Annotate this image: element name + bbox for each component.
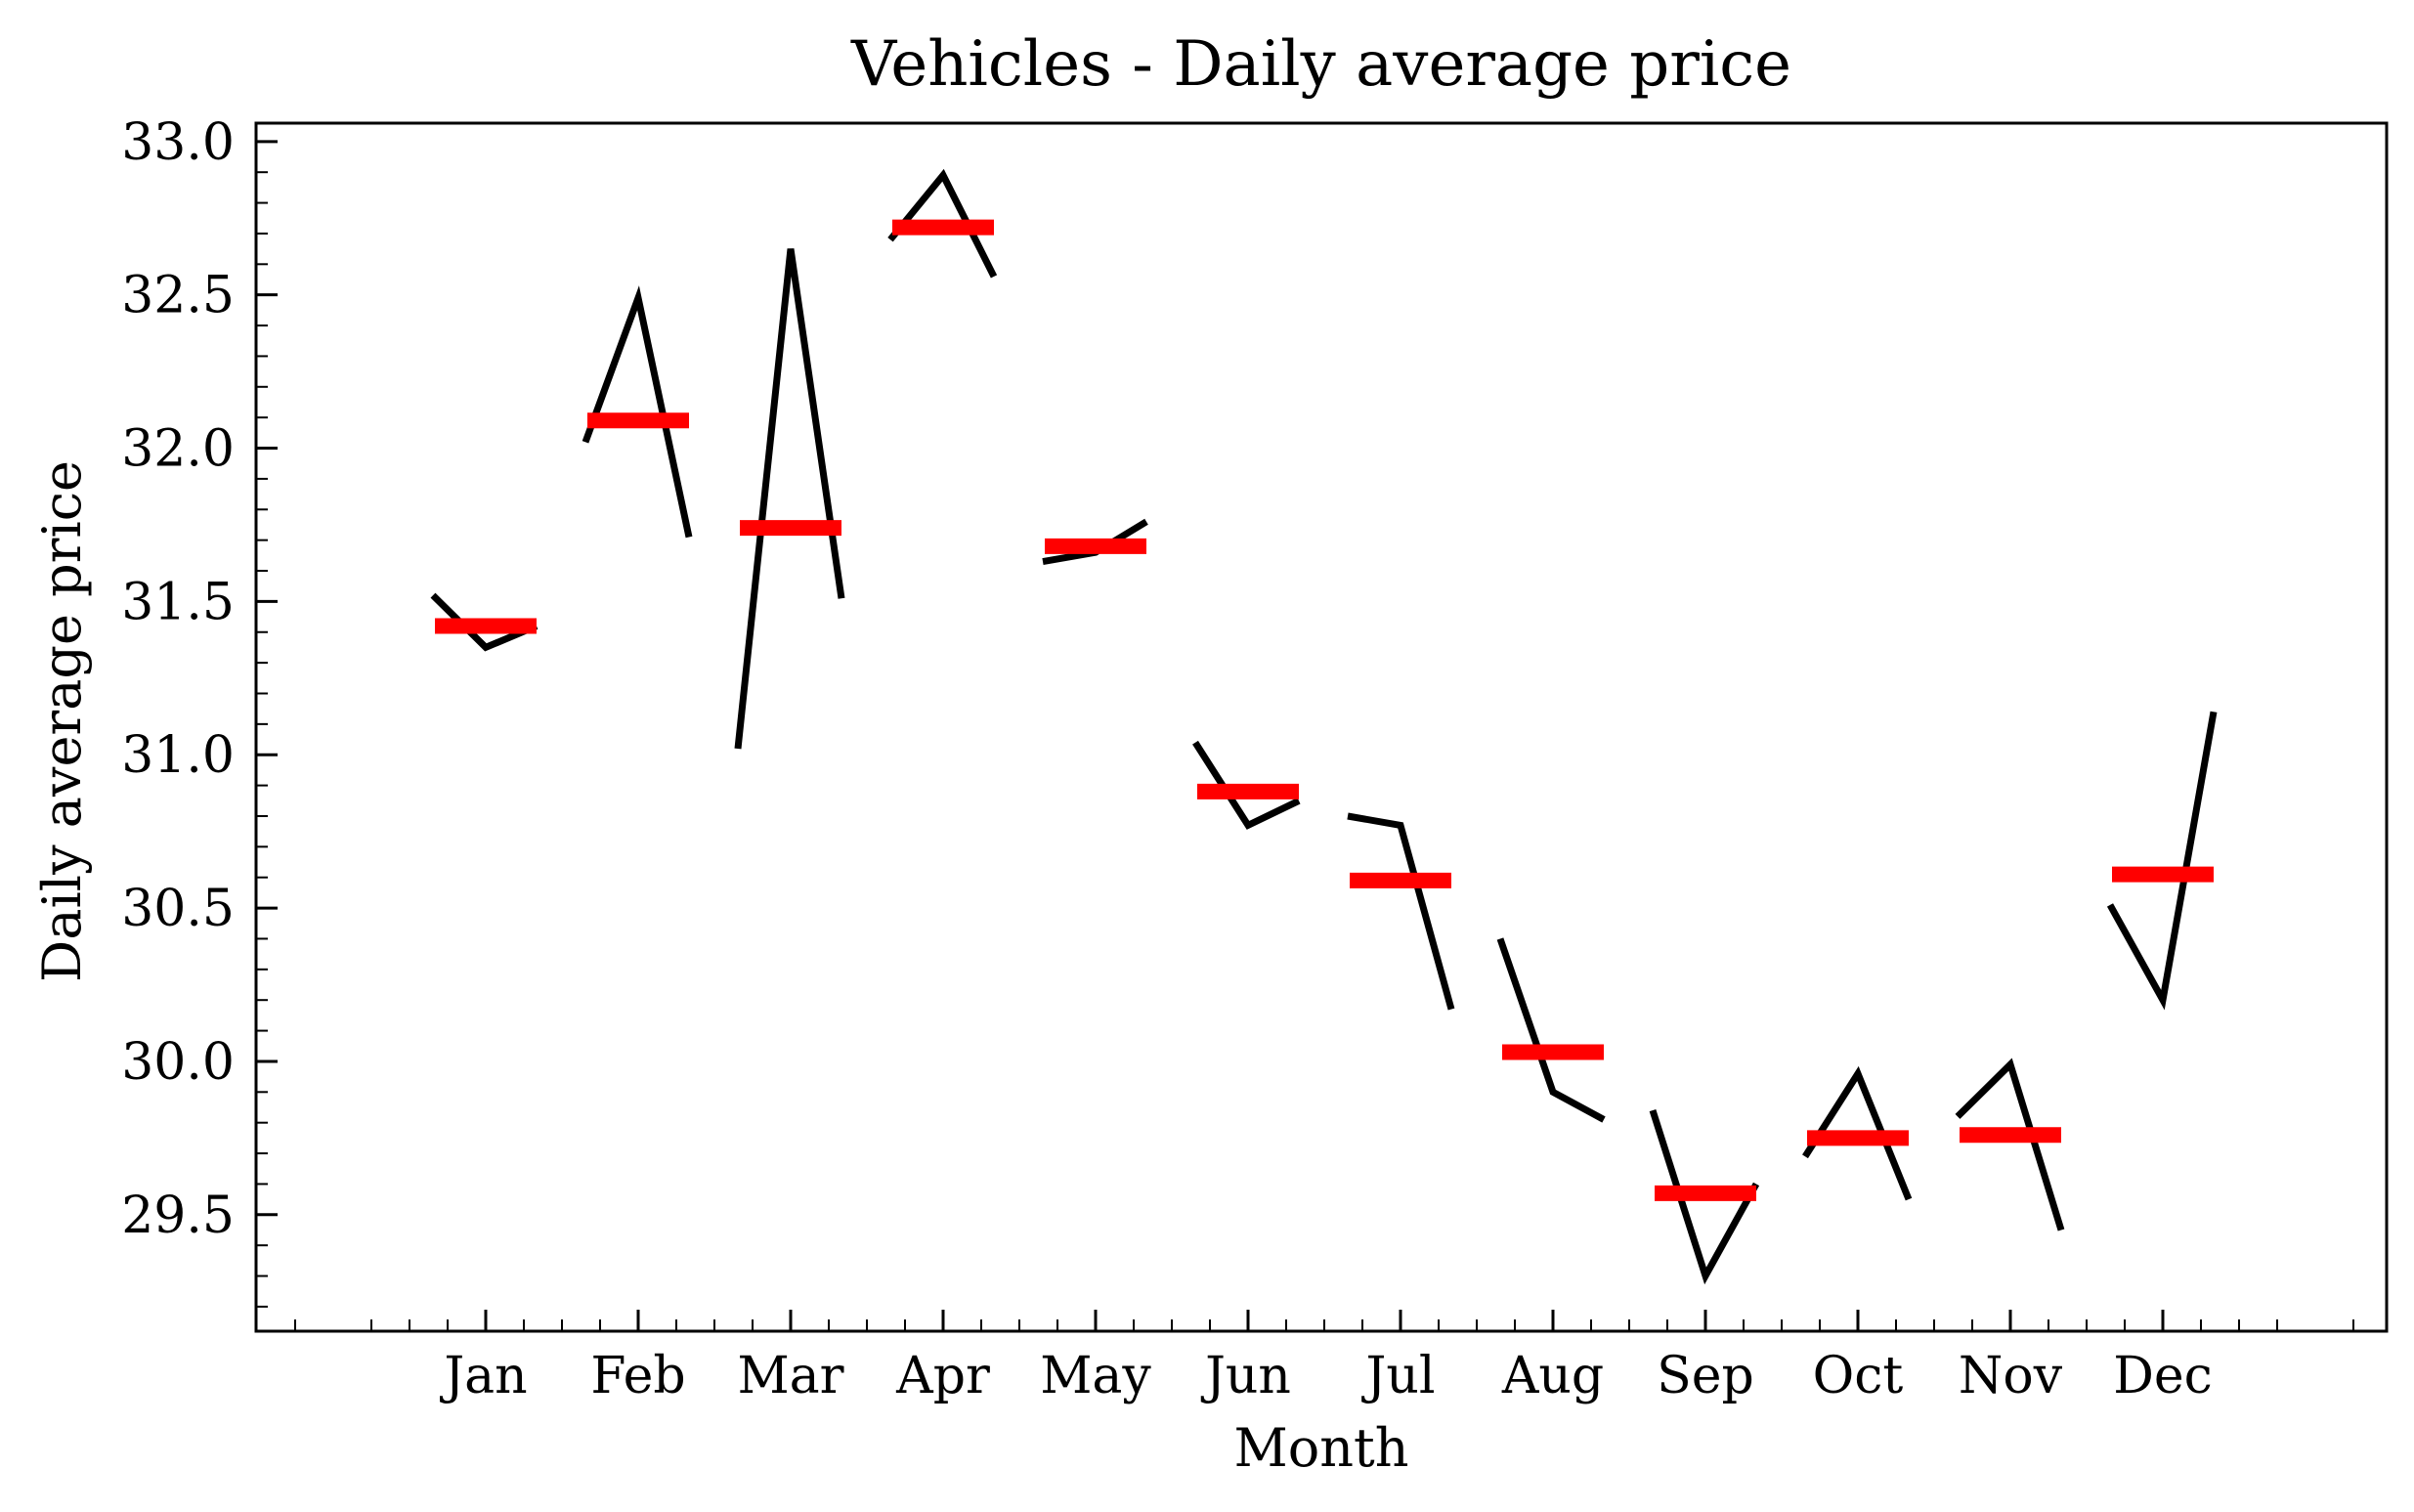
y-tick-label: 30.5: [121, 880, 235, 938]
x-tick-label-jun: Jun: [1200, 1347, 1291, 1405]
x-tick-label-jul: Jul: [1361, 1347, 1436, 1405]
series-segment-dec: [2106, 711, 2218, 1011]
y-tick-label: 29.5: [121, 1187, 235, 1245]
y-tick-label: 32.5: [121, 267, 235, 325]
plot-area: [430, 168, 2218, 1285]
x-tick-label-apr: Apr: [895, 1347, 990, 1405]
x-tick-label-jan: Jan: [439, 1347, 527, 1405]
x-tick-label-dec: Dec: [2113, 1347, 2213, 1405]
plot-frame: [254, 121, 2389, 1333]
y-axis-label: Daily average price: [31, 460, 93, 982]
y-tick-label: 31.0: [121, 726, 235, 785]
series-segment-feb: [582, 285, 693, 539]
y-tick-label: 31.5: [121, 573, 235, 631]
series-segment-mar: [734, 248, 845, 750]
y-tick-label: 33.0: [121, 113, 235, 172]
axes: 29.5 30.0 30.5 31.0 31.5 32.0 32.5 33.0 Jan Feb Ma…: [121, 113, 2354, 1405]
series-segment-oct: [1802, 1065, 1913, 1201]
x-tick-label-feb: Feb: [590, 1347, 685, 1405]
series-segment-nov: [1955, 1058, 2065, 1231]
series-segment-apr: [887, 168, 998, 279]
series-segment-sep: [1649, 1109, 1760, 1285]
chart-title: Vehicles - Daily average price: [850, 28, 1791, 101]
series-segment-aug: [1496, 937, 1606, 1123]
x-tick-label-nov: Nov: [1959, 1347, 2063, 1405]
x-axis-label: Month: [1233, 1417, 1408, 1479]
x-tick-label-aug: Aug: [1501, 1347, 1604, 1405]
series-segment-jun: [1192, 740, 1301, 830]
y-tick-label: 30.0: [121, 1033, 235, 1092]
x-tick-label-oct: Oct: [1813, 1347, 1904, 1405]
y-tick-label: 32.0: [121, 420, 235, 479]
x-tick-label-mar: Mar: [737, 1347, 843, 1405]
x-tick-label-sep: Sep: [1657, 1347, 1754, 1405]
series-segment-jul: [1347, 812, 1455, 1011]
x-tick-label-may: May: [1040, 1347, 1151, 1405]
